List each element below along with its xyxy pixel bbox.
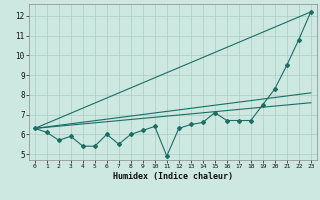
X-axis label: Humidex (Indice chaleur): Humidex (Indice chaleur) [113, 172, 233, 181]
